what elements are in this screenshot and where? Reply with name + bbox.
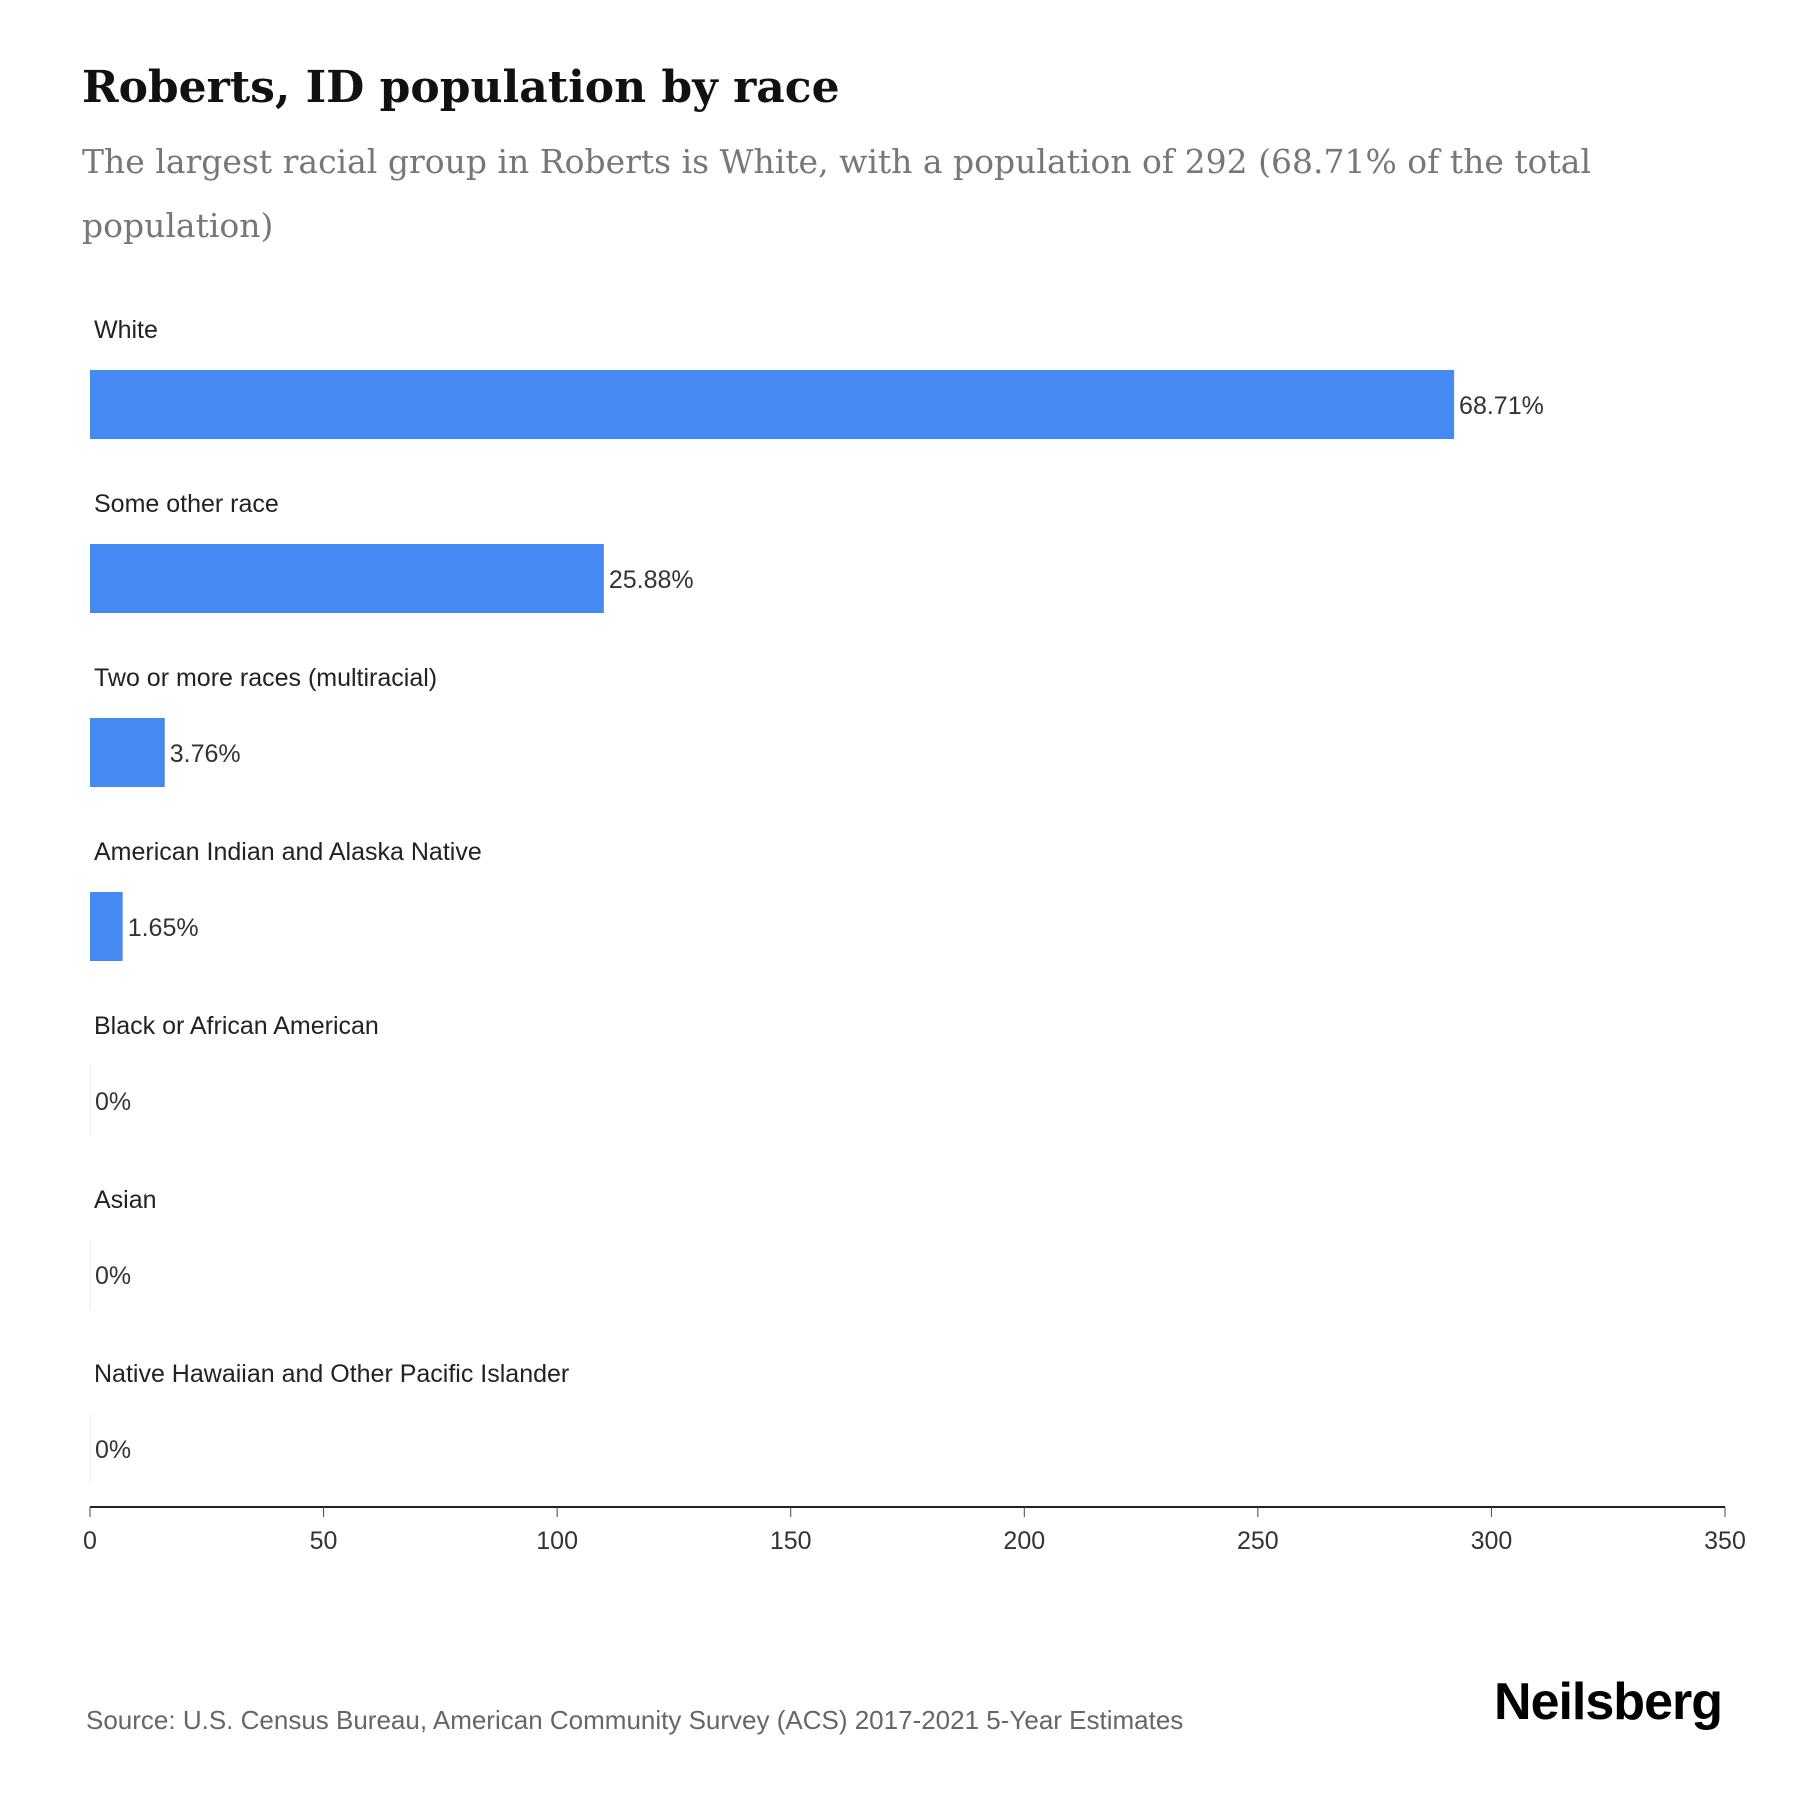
category-label: Asian bbox=[94, 1186, 157, 1214]
x-tick-label: 50 bbox=[310, 1527, 338, 1555]
data-label: 0% bbox=[95, 1088, 131, 1116]
chart-subtitle: The largest racial group in Roberts is W… bbox=[82, 142, 1592, 245]
bar bbox=[90, 544, 604, 613]
bar bbox=[90, 892, 123, 961]
category-label: Some other race bbox=[94, 490, 279, 518]
chart-title: Roberts, ID population by race bbox=[82, 62, 840, 113]
x-tick-label: 0 bbox=[83, 1527, 97, 1555]
data-label: 1.65% bbox=[128, 914, 199, 942]
x-tick-label: 250 bbox=[1237, 1527, 1279, 1555]
category-label: Two or more races (multiracial) bbox=[94, 664, 437, 692]
category-label: Native Hawaiian and Other Pacific Island… bbox=[94, 1360, 569, 1388]
data-label: 3.76% bbox=[170, 740, 241, 768]
x-tick-label: 100 bbox=[536, 1527, 578, 1555]
neilsberg-logo: Neilsberg bbox=[1494, 1673, 1723, 1731]
data-label: 0% bbox=[95, 1262, 131, 1290]
x-tick-label: 300 bbox=[1471, 1527, 1513, 1555]
data-label: 68.71% bbox=[1459, 392, 1544, 420]
bar bbox=[90, 370, 1455, 439]
category-label: American Indian and Alaska Native bbox=[94, 838, 482, 866]
category-label: White bbox=[94, 316, 158, 344]
bar-chart: White 68.71% Some other race 25.88% Two or m… bbox=[83, 316, 1746, 1555]
x-tick-label: 200 bbox=[1003, 1527, 1045, 1555]
bar bbox=[90, 718, 165, 787]
x-tick-label: 350 bbox=[1704, 1527, 1746, 1555]
category-label: Black or African American bbox=[94, 1012, 379, 1040]
data-label: 25.88% bbox=[609, 566, 694, 594]
source-note: Source: U.S. Census Bureau, American Com… bbox=[86, 1705, 1184, 1735]
x-tick-label: 150 bbox=[770, 1527, 812, 1555]
data-label: 0% bbox=[95, 1436, 131, 1464]
